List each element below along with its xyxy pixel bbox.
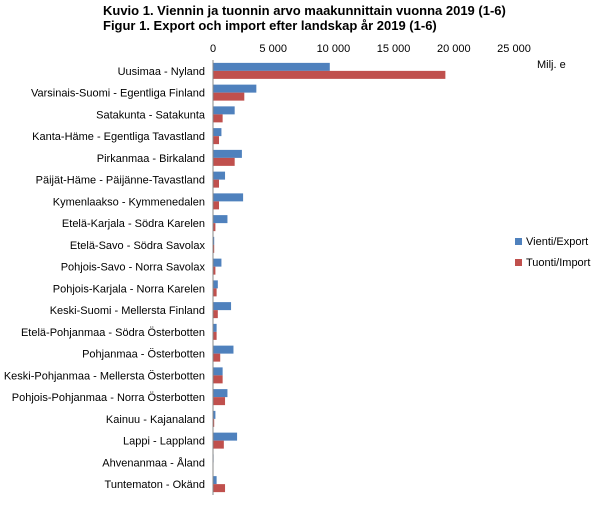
chart-title: Kuvio 1. Viennin ja tuonnin arvo maakunn… [103, 3, 506, 18]
bar-export [213, 215, 227, 223]
bar-export [213, 367, 223, 375]
category-label: Etelä-Karjala - Södra Karelen [62, 218, 205, 230]
bar-import [213, 93, 244, 101]
bar-import [213, 71, 445, 79]
bar-export [213, 85, 256, 93]
x-tick-label: 15 000 [377, 43, 411, 55]
legend-label: Vienti/Export [526, 236, 588, 248]
bar-export [213, 476, 217, 484]
bar-export [213, 433, 237, 441]
bar-export [213, 280, 218, 288]
category-label: Pohjois-Karjala - Norra Karelen [53, 283, 205, 295]
chart-subtitle: Figur 1. Export och import efter landska… [103, 18, 437, 33]
category-label: Pohjois-Pohjanmaa - Norra Österbotten [12, 392, 205, 404]
x-axis-ticks: 0 5 000 10 000 15 000 20 000 25 000 [210, 43, 531, 55]
category-label: Kainuu - Kajanaland [106, 414, 205, 426]
category-label: Päijät-Häme - Päijänne-Tavastland [36, 175, 205, 187]
category-label: Etelä-Pohjanmaa - Södra Österbotten [21, 327, 205, 339]
category-label: Pohjois-Savo - Norra Savolax [61, 262, 206, 274]
bar-export [213, 324, 217, 332]
category-label: Lappi - Lappland [123, 436, 205, 448]
legend-swatch [515, 259, 522, 266]
bar-export [213, 193, 243, 201]
bar-export [213, 128, 221, 136]
bar-export [213, 259, 221, 267]
category-label: Kanta-Häme - Egentliga Tavastland [32, 131, 205, 143]
x-tick-label: 0 [210, 43, 216, 55]
legend-swatch [515, 238, 522, 245]
bar-export [213, 172, 225, 180]
bar-import [213, 332, 217, 340]
bar-import [213, 310, 218, 318]
x-tick-label: 5 000 [259, 43, 287, 55]
x-tick-label: 20 000 [437, 43, 471, 55]
bars [213, 63, 445, 492]
category-label: Uusimaa - Nyland [118, 66, 205, 78]
category-label: Satakunta - Satakunta [96, 109, 206, 121]
category-label: Keski-Suomi - Mellersta Finland [50, 305, 205, 317]
bar-import [213, 114, 223, 122]
bar-import [213, 201, 219, 209]
bar-export [213, 106, 235, 114]
unit-label: Milj. e [537, 59, 566, 71]
bar-import [213, 375, 223, 383]
bar-export [213, 302, 231, 310]
category-label: Kymenlaakso - Kymmenedalen [53, 196, 205, 208]
bar-export [213, 150, 242, 158]
bar-export [213, 63, 330, 71]
category-label: Tuntematon - Okänd [105, 479, 205, 491]
category-label: Varsinais-Suomi - Egentliga Finland [31, 88, 205, 100]
bar-import [213, 354, 220, 362]
bar-import [213, 484, 225, 492]
category-label: Etelä-Savo - Södra Savolax [70, 240, 206, 252]
legend-label: Tuonti/Import [526, 257, 590, 269]
bar-import [213, 288, 217, 296]
category-labels: Uusimaa - Nyland Varsinais-Suomi - Egentl… [4, 66, 206, 491]
bar-export [213, 389, 227, 397]
bar-import [213, 158, 235, 166]
category-label: Pirkanmaa - Birkaland [97, 153, 205, 165]
category-label: Pohjanmaa - Österbotten [82, 349, 205, 361]
bar-import [213, 397, 225, 405]
category-label: Keski-Pohjanmaa - Mellersta Österbotten [4, 370, 205, 382]
legend: Vienti/Export Tuonti/Import [515, 236, 590, 269]
bar-import [213, 441, 224, 449]
bar-import [213, 136, 219, 144]
x-tick-label: 10 000 [317, 43, 351, 55]
bar-import [213, 180, 219, 188]
x-tick-label: 25 000 [497, 43, 531, 55]
bar-export [213, 346, 233, 354]
category-label: Ahvenanmaa - Åland [102, 456, 205, 469]
